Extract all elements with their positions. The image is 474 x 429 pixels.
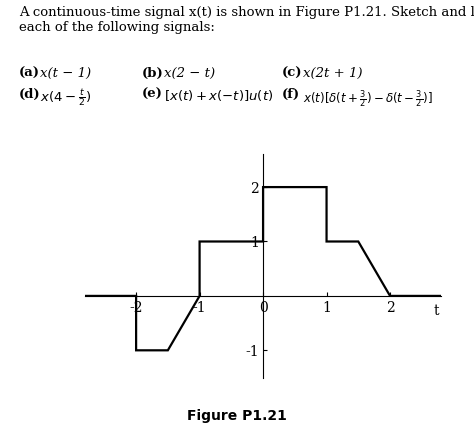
- Text: x(t − 1): x(t − 1): [40, 66, 91, 79]
- Text: A continuous-time signal x(t) is shown in Figure P1.21. Sketch and label careful: A continuous-time signal x(t) is shown i…: [19, 6, 474, 34]
- Text: (a): (a): [19, 66, 40, 79]
- Text: $x(4-\frac{t}{2})$: $x(4-\frac{t}{2})$: [40, 88, 92, 109]
- Text: (e): (e): [142, 88, 163, 101]
- Text: t: t: [434, 304, 439, 318]
- Text: (d): (d): [19, 88, 41, 101]
- Text: x(2 − t): x(2 − t): [164, 66, 215, 79]
- Text: (b): (b): [142, 66, 164, 79]
- Text: $x(t)[\delta(t+\frac{3}{2})-\delta(t-\frac{3}{2})]$: $x(t)[\delta(t+\frac{3}{2})-\delta(t-\fr…: [303, 88, 433, 110]
- Text: (c): (c): [282, 66, 302, 79]
- Text: (f): (f): [282, 88, 300, 101]
- Text: x(2t + 1): x(2t + 1): [303, 66, 363, 79]
- Text: $[x(t) + x(-t)]u(t)$: $[x(t) + x(-t)]u(t)$: [164, 88, 273, 103]
- Text: Figure P1.21: Figure P1.21: [187, 408, 287, 423]
